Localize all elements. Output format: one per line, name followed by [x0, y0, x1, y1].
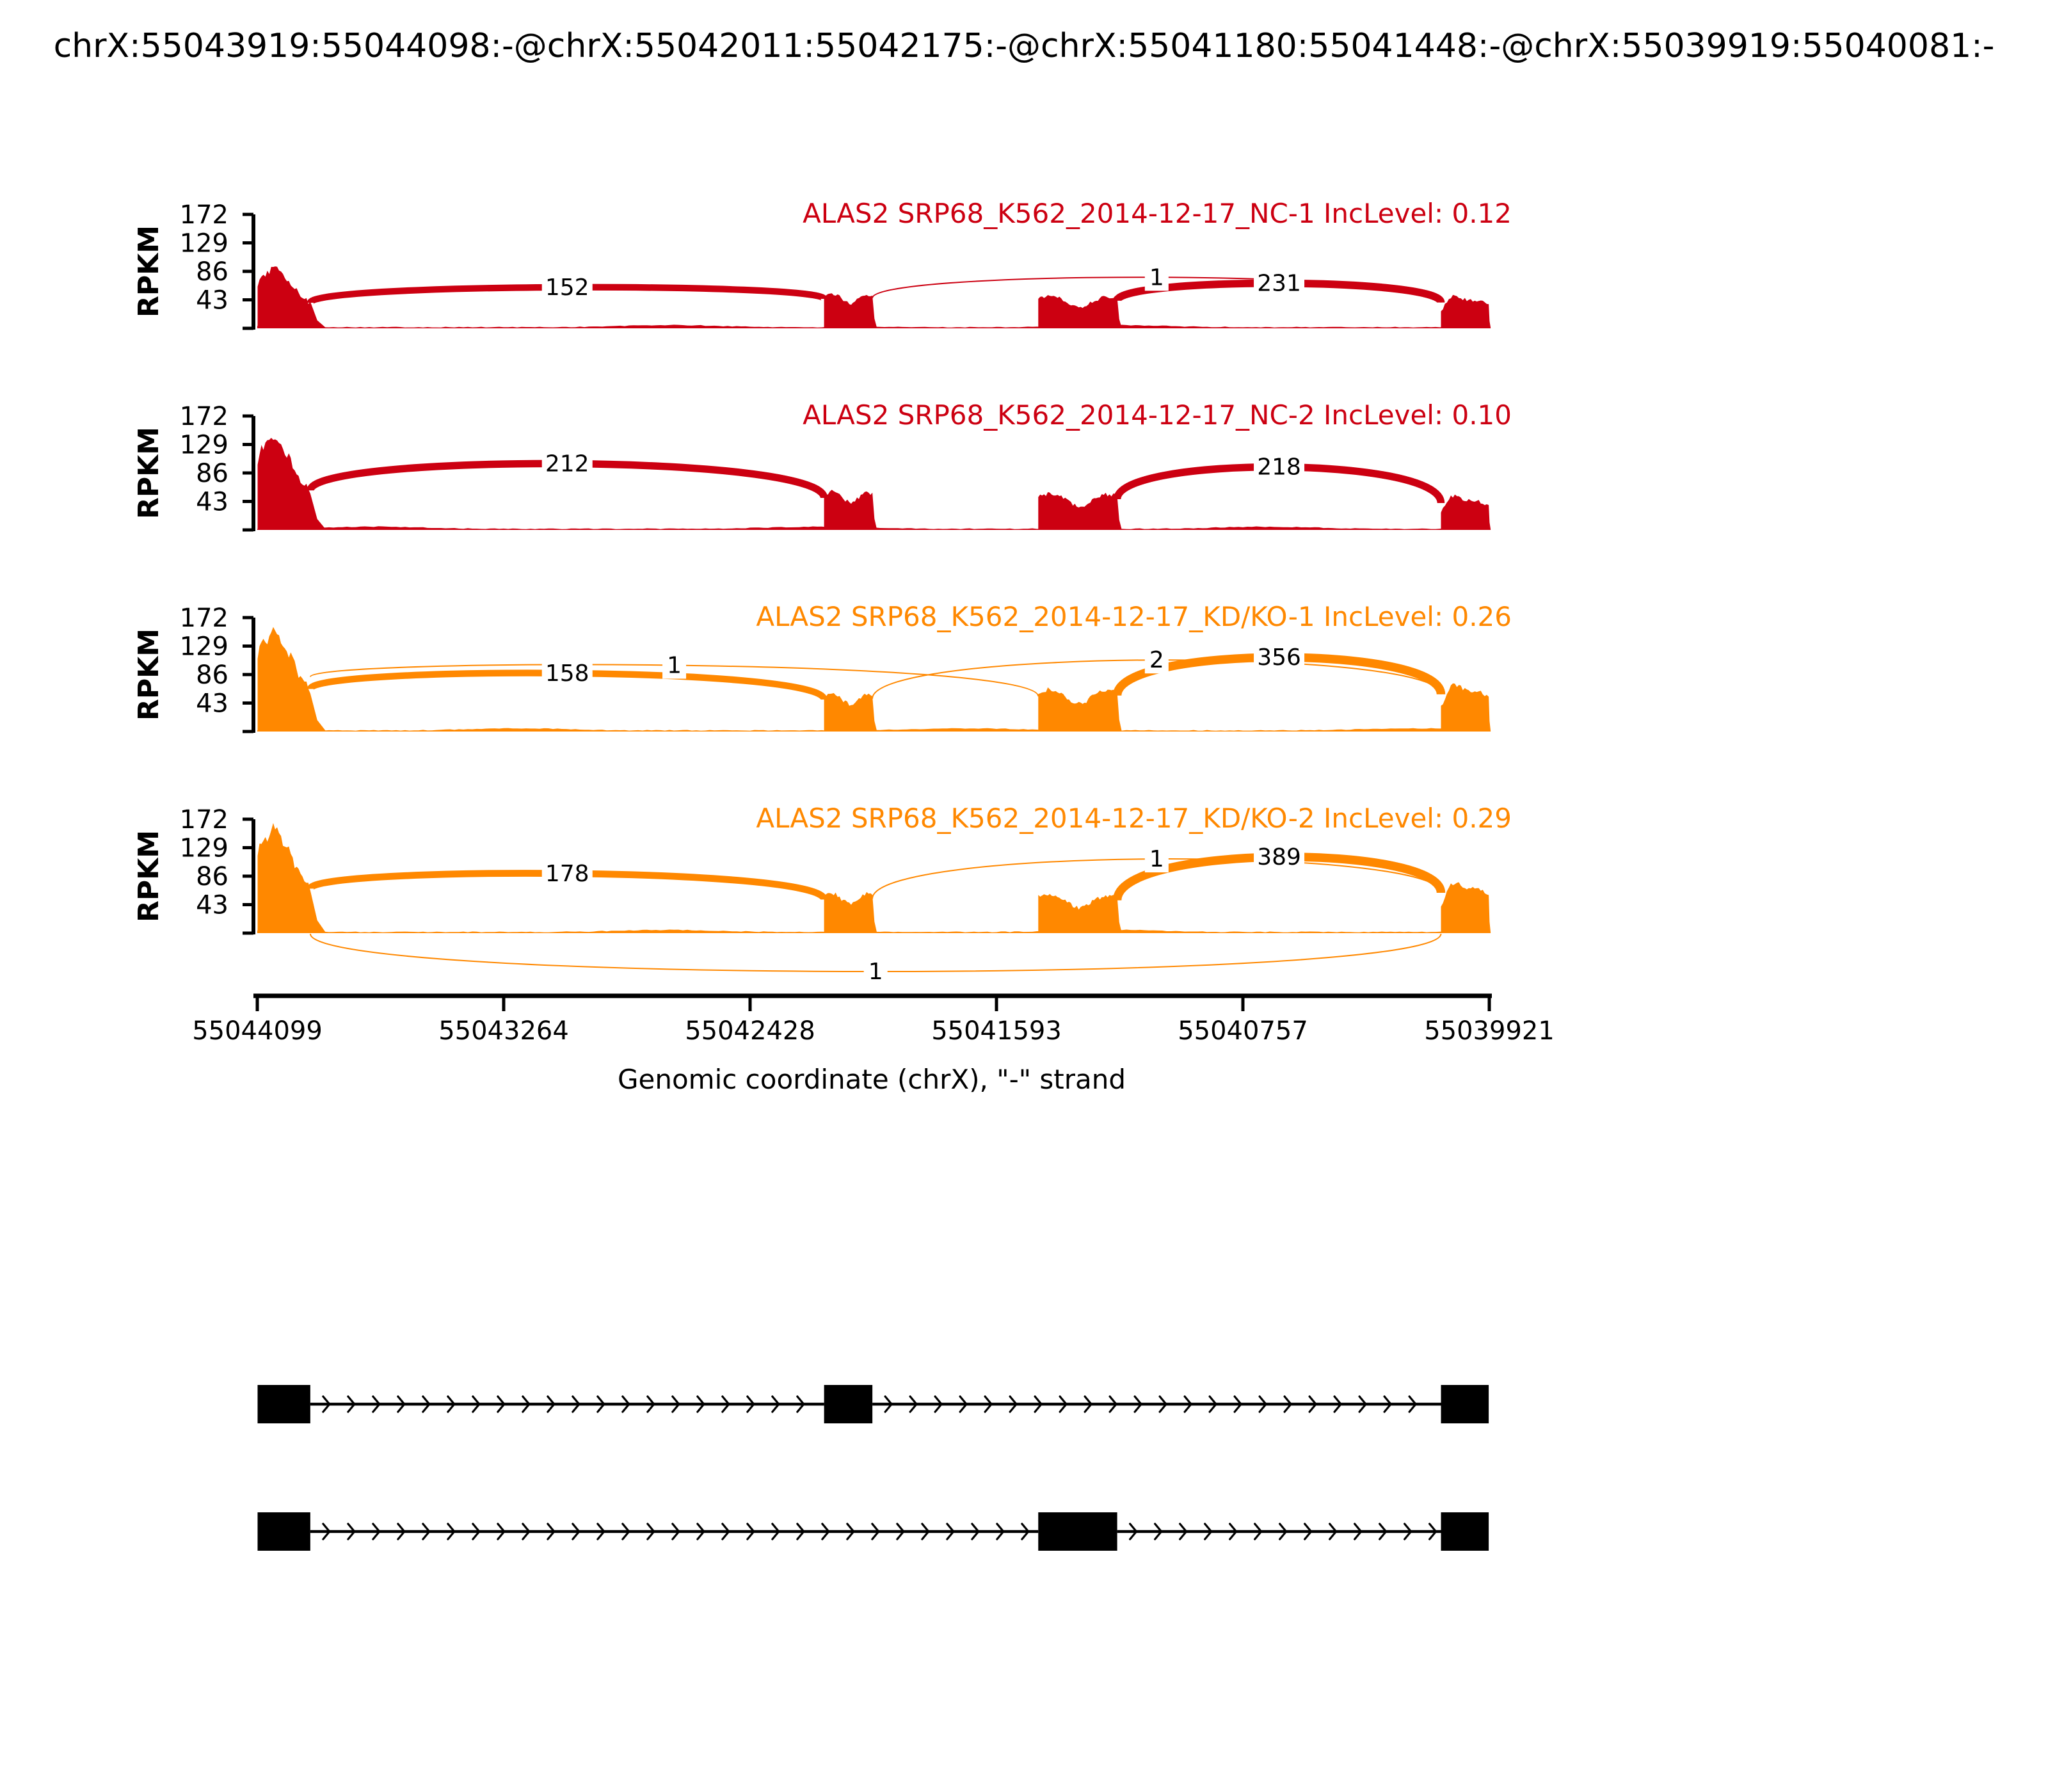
y-axis-rpkm-label: RPKM	[132, 628, 165, 721]
y-tick-label: 172	[180, 604, 228, 633]
strand-direction-arrows	[322, 1523, 1030, 1540]
coverage-mxe-exon-1	[824, 490, 877, 530]
junction-read-count: 2	[1149, 647, 1164, 673]
y-tick-label: 43	[196, 689, 228, 719]
y-tick-label: 172	[180, 805, 228, 835]
junction-read-count: 178	[545, 861, 589, 887]
y-tick-label: 129	[180, 632, 228, 662]
y-tick-label: 172	[180, 200, 228, 230]
y-axis-rpkm-label: RPKM	[132, 427, 165, 519]
coverage-mxe-exon-2	[1038, 893, 1122, 933]
junction-label-gap	[1254, 453, 1305, 481]
coverage-downstream-exon	[1441, 494, 1491, 530]
coverage-upstream-exon	[257, 438, 326, 530]
y-axis-rpkm-label: RPKM	[132, 225, 165, 317]
track-title: ALAS2 SRP68_K562_2014-12-17_KD/KO-1 IncL…	[756, 601, 1512, 632]
junction-read-count: 218	[1257, 454, 1301, 481]
junction-read-count: 356	[1257, 644, 1301, 671]
y-tick-label: 86	[196, 459, 228, 488]
coverage-background-noise	[257, 929, 1489, 933]
coverage-mxe-exon-1	[824, 293, 877, 328]
y-tick-label: 172	[180, 402, 228, 431]
track-title: ALAS2 SRP68_K562_2014-12-17_NC-1 IncLeve…	[803, 198, 1512, 229]
coverage-downstream-exon	[1441, 683, 1491, 732]
x-tick-label: 55042428	[685, 1016, 815, 1046]
junction-read-count: 1	[868, 959, 883, 985]
coverage-background-noise	[257, 324, 1489, 328]
coverage-downstream-exon	[1441, 882, 1491, 933]
x-tick-label: 55041593	[931, 1016, 1062, 1046]
y-tick-label: 86	[196, 660, 228, 690]
coverage-upstream-exon	[257, 266, 326, 328]
coverage-mxe-exon-2	[1038, 687, 1122, 732]
coverage-upstream-exon	[257, 627, 326, 732]
junction-read-count: 152	[545, 275, 589, 301]
strand-direction-arrows	[884, 1395, 1417, 1413]
y-tick-label: 129	[180, 834, 228, 863]
coverage-mxe-exon-1	[824, 692, 877, 732]
junction-label-gap	[541, 860, 593, 887]
event-coordinates-title: chrX:55043919:55044098:-@chrX:55042011:5…	[53, 27, 1995, 65]
y-tick-label: 86	[196, 862, 228, 892]
x-tick-label: 55040757	[1178, 1016, 1308, 1046]
y-tick-label: 43	[196, 286, 228, 316]
junction-label-gap	[1144, 264, 1169, 291]
junction-read-count: 389	[1257, 844, 1301, 870]
junction-label-gap	[1254, 843, 1305, 870]
exon-box-downstream-exon	[1441, 1512, 1489, 1551]
y-tick-label: 86	[196, 257, 228, 287]
junction-label-gap	[541, 273, 593, 301]
y-tick-label: 43	[196, 488, 228, 517]
transcript-1	[257, 1385, 1489, 1423]
junction-read-count: 231	[1257, 271, 1301, 297]
junction-read-count: 158	[545, 660, 589, 687]
strand-direction-arrows	[1129, 1523, 1437, 1540]
coverage-mxe-exon-2	[1038, 492, 1122, 530]
track-title: ALAS2 SRP68_K562_2014-12-17_NC-2 IncLeve…	[803, 399, 1512, 431]
junction-read-count: 212	[545, 451, 589, 477]
junction-read-count: 1	[667, 653, 682, 679]
exon-box-upstream-exon	[257, 1385, 310, 1423]
coverage-downstream-exon	[1441, 294, 1491, 328]
junction-label-gap	[662, 652, 687, 679]
x-tick-label: 55043264	[438, 1016, 569, 1046]
exon-box-mxe-exon-1	[824, 1385, 873, 1423]
exon-box-upstream-exon	[257, 1512, 310, 1551]
transcript-2	[257, 1512, 1489, 1551]
x-axis: 55044099 55043264 55042428 55041593 55040757…	[192, 993, 1555, 1046]
exon-box-downstream-exon	[1441, 1385, 1489, 1423]
track-title: ALAS2 SRP68_K562_2014-12-17_KD/KO-2 IncL…	[756, 803, 1512, 834]
x-tick-label: 55044099	[192, 1016, 323, 1046]
x-tick-label: 55039921	[1424, 1016, 1555, 1046]
junction-label-gap	[1144, 646, 1169, 674]
junction-label-gap	[1254, 644, 1305, 671]
junction-label-gap	[541, 659, 593, 687]
junction-read-count: 1	[1149, 846, 1164, 872]
y-tick-label: 129	[180, 431, 228, 460]
junction-label-gap	[863, 958, 888, 986]
junction-read-count: 1	[1149, 264, 1164, 291]
coverage-mxe-exon-1	[824, 892, 877, 933]
coverage-background-noise	[257, 728, 1489, 732]
junction-label-gap	[541, 450, 593, 477]
junction-label-gap	[1254, 269, 1305, 297]
x-axis-title: Genomic coordinate (chrX), "-" strand	[617, 1064, 1126, 1095]
coverage-upstream-exon	[257, 822, 326, 933]
coverage-mxe-exon-2	[1038, 295, 1122, 328]
y-tick-label: 129	[180, 229, 228, 259]
strand-direction-arrows	[322, 1395, 805, 1413]
exon-box-mxe-exon-2	[1038, 1512, 1117, 1551]
y-tick-label: 43	[196, 891, 228, 920]
y-axis-rpkm-label: RPKM	[132, 830, 165, 922]
junction-label-gap	[1144, 845, 1169, 873]
